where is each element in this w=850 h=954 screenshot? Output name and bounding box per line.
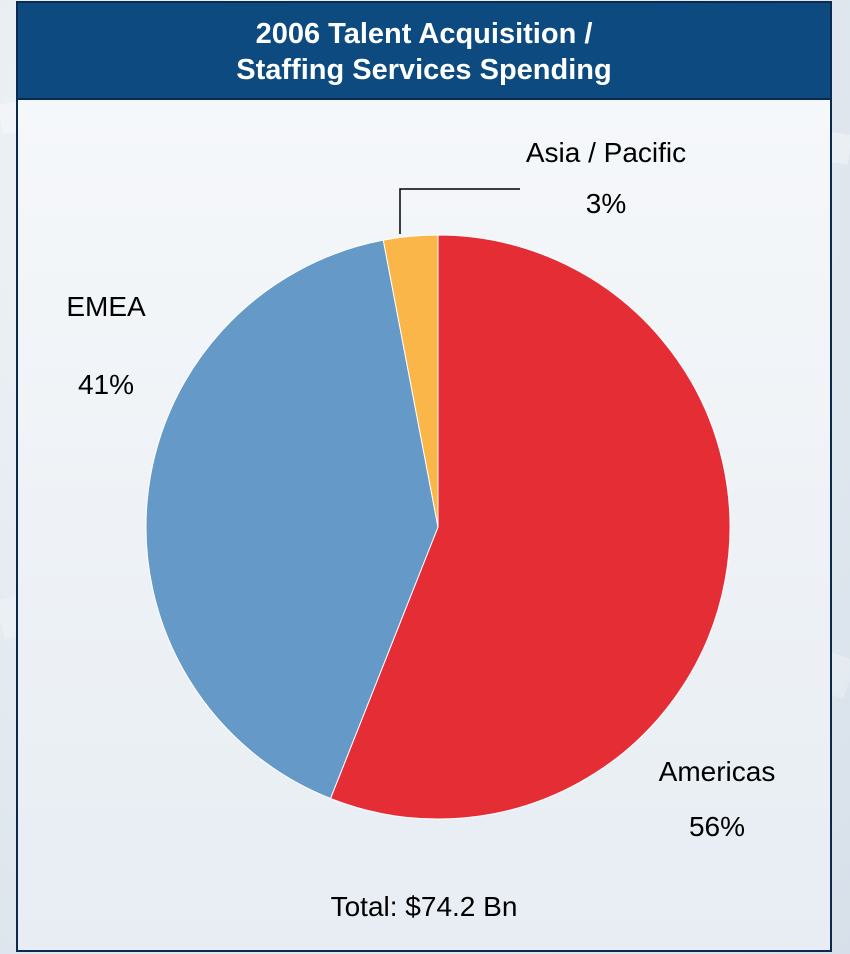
chart-title-line-2: Staffing Services Spending <box>236 54 612 86</box>
pie-slice-americas <box>329 234 731 820</box>
chart-title: 2006 Talent Acquisition / Staffing Servi… <box>18 3 830 100</box>
label-asia-pacific-name: Asia / Pacific <box>526 137 686 168</box>
pie-slice-asia-pacific <box>382 234 439 528</box>
label-americas-name: Americas <box>659 756 776 787</box>
asia-pacific-leader-line <box>399 188 520 234</box>
label-asia-pacific-value: 3% <box>586 188 626 219</box>
pie-slice-emea <box>145 239 439 800</box>
pie-slices <box>145 234 731 820</box>
total-label: Total: $74.2 Bn <box>331 891 518 922</box>
chart-title-line-1: 2006 Talent Acquisition / <box>255 18 593 50</box>
label-americas-value: 56% <box>689 811 745 842</box>
label-emea-value: 41% <box>78 369 134 400</box>
label-emea-name: EMEA <box>66 291 146 322</box>
